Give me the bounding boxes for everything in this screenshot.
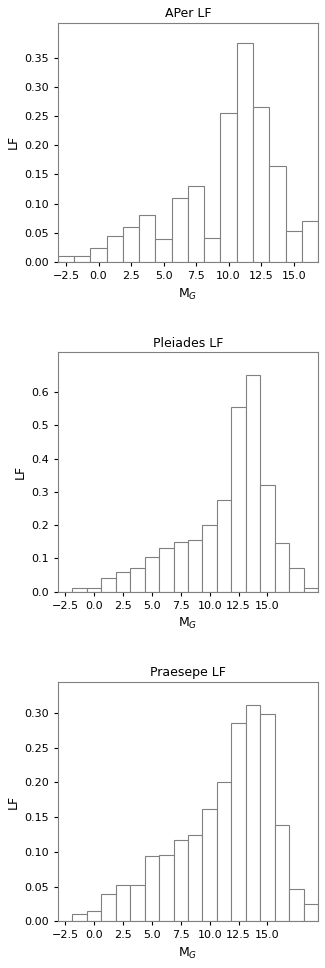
Bar bbox=[188, 835, 202, 922]
Bar bbox=[72, 589, 87, 591]
Bar bbox=[139, 216, 155, 262]
Bar bbox=[237, 43, 253, 262]
Bar bbox=[188, 186, 204, 262]
Bar bbox=[159, 549, 174, 591]
Bar bbox=[220, 113, 237, 262]
Bar bbox=[302, 222, 318, 262]
Bar bbox=[58, 257, 74, 262]
Bar bbox=[275, 543, 289, 591]
Bar bbox=[231, 723, 246, 922]
Bar bbox=[72, 915, 87, 922]
Y-axis label: LF: LF bbox=[14, 465, 27, 479]
Bar bbox=[202, 526, 217, 591]
Title: Pleiades LF: Pleiades LF bbox=[153, 337, 223, 349]
Bar bbox=[289, 568, 304, 591]
Bar bbox=[145, 557, 159, 591]
Bar bbox=[107, 236, 123, 262]
Bar bbox=[202, 809, 217, 922]
Bar bbox=[304, 904, 318, 922]
Bar bbox=[246, 705, 260, 922]
Bar bbox=[159, 856, 174, 922]
Bar bbox=[172, 197, 188, 262]
Title: APer LF: APer LF bbox=[165, 7, 211, 20]
Bar bbox=[260, 714, 275, 922]
Bar bbox=[260, 485, 275, 591]
Bar bbox=[130, 886, 145, 922]
X-axis label: M$_G$: M$_G$ bbox=[178, 617, 198, 631]
Bar bbox=[289, 890, 304, 922]
Bar bbox=[155, 239, 172, 262]
Bar bbox=[188, 540, 202, 591]
Bar bbox=[123, 227, 139, 262]
Bar bbox=[116, 886, 130, 922]
Title: Praesepe LF: Praesepe LF bbox=[150, 666, 226, 680]
Bar bbox=[101, 893, 116, 922]
Bar bbox=[231, 407, 246, 591]
Bar bbox=[87, 589, 101, 591]
X-axis label: M$_G$: M$_G$ bbox=[178, 946, 198, 961]
Bar bbox=[101, 579, 116, 591]
Bar bbox=[246, 376, 260, 591]
Bar bbox=[204, 237, 220, 262]
Bar bbox=[253, 107, 269, 262]
Bar bbox=[145, 856, 159, 922]
Bar bbox=[174, 542, 188, 591]
Y-axis label: LF: LF bbox=[7, 795, 20, 808]
X-axis label: M$_G$: M$_G$ bbox=[178, 287, 198, 302]
Bar bbox=[116, 572, 130, 591]
Bar bbox=[87, 911, 101, 922]
Bar bbox=[217, 500, 231, 591]
Bar bbox=[269, 166, 286, 262]
Bar bbox=[286, 231, 302, 262]
Bar bbox=[130, 568, 145, 591]
Bar bbox=[74, 257, 90, 262]
Bar bbox=[217, 782, 231, 922]
Y-axis label: LF: LF bbox=[7, 136, 20, 149]
Bar bbox=[174, 840, 188, 922]
Bar bbox=[304, 589, 318, 591]
Bar bbox=[90, 248, 107, 262]
Bar bbox=[275, 825, 289, 922]
